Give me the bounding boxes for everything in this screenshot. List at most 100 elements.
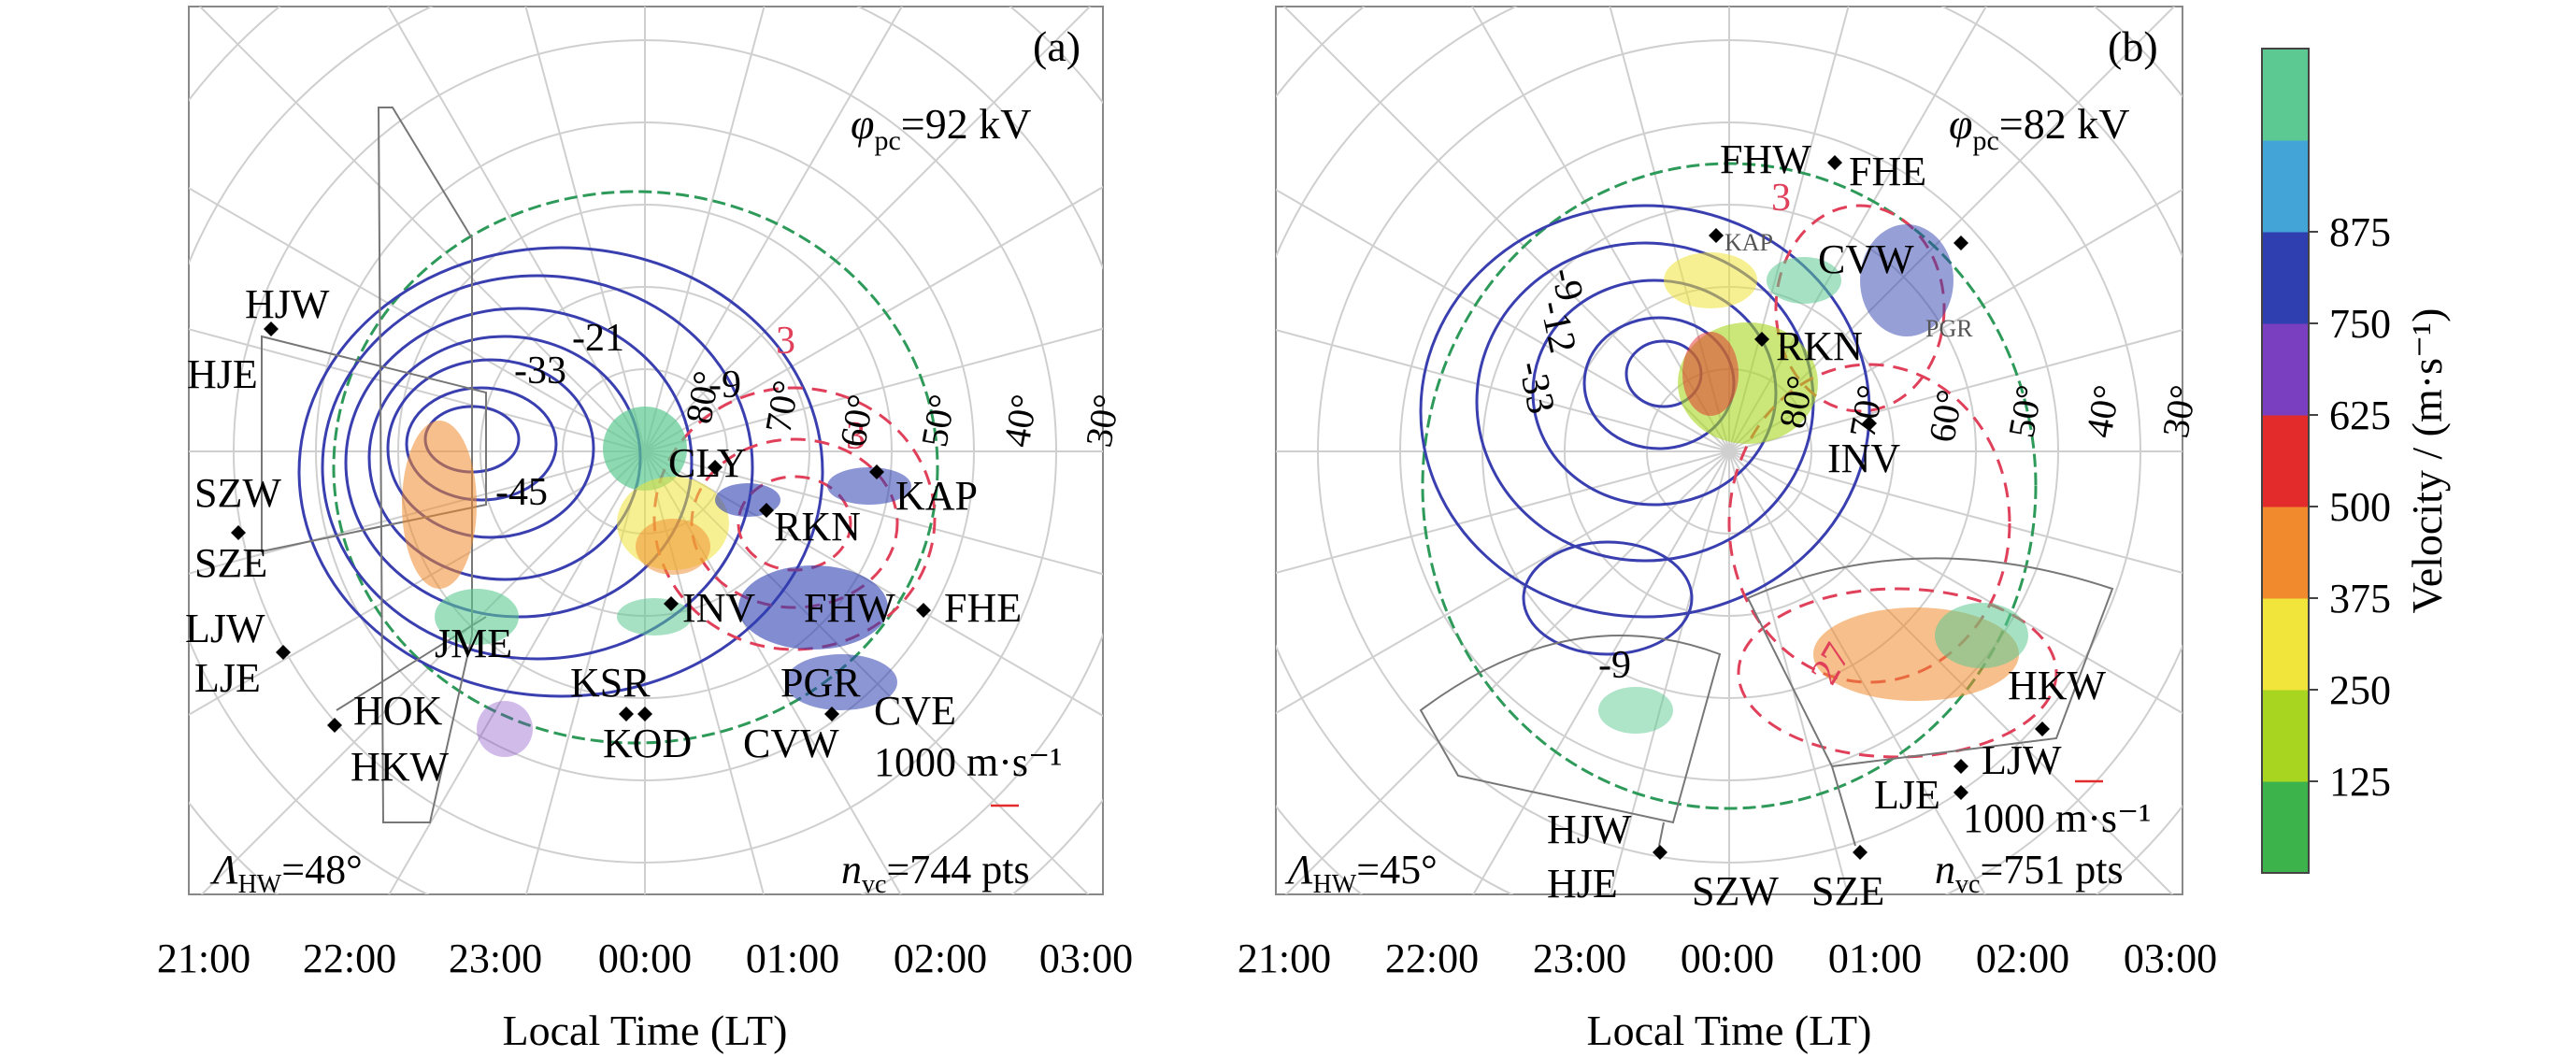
nvc-label: nvc=751 pts	[1935, 847, 2124, 899]
latitude-label: 50°	[913, 392, 964, 450]
latitude-label: 70°	[1841, 382, 1892, 441]
contour-label: -45	[495, 471, 548, 514]
mlt-meridian	[388, 450, 646, 894]
panel-label: (a)	[1033, 22, 1080, 70]
panel-b-map-layer: -9 -12 -33 -9 3 27 80° 70° 60° 50° 40° 3…	[1419, 136, 2205, 914]
x-tick-labels: 21:00 22:00 23:00 00:00 01:00 02:00 03:0…	[157, 936, 1133, 981]
colorbar-tick-label: 375	[2329, 576, 2391, 621]
station-labels: HJW HJE SZW SZE LJW LJE HOK HKW JME KSR …	[185, 281, 1022, 790]
heppner-maynard-boundary	[332, 190, 939, 745]
station-label: HJW	[1547, 807, 1632, 852]
station-marker	[869, 464, 884, 479]
colorbar-cell	[2262, 140, 2309, 233]
latitude-label: 60°	[832, 392, 882, 450]
mlt-meridian	[1609, 450, 1730, 894]
colorbar-tick-label: 125	[2329, 759, 2391, 805]
x-tick-label: 21:00	[157, 936, 250, 981]
radar-fields-of-view	[1419, 557, 2114, 847]
mlt-meridian	[1472, 450, 1730, 894]
station-label: KOD	[603, 721, 692, 766]
lambda-hw-label: ΛHW=45°	[1284, 847, 1438, 899]
colorbar-tick-label: 500	[2329, 484, 2391, 530]
station-marker	[2035, 721, 2050, 736]
mlt-meridian	[1276, 188, 1730, 452]
x-tick-label: 02:00	[894, 936, 987, 981]
station-label: JME	[435, 621, 512, 666]
contour-label: 3	[1771, 177, 1791, 220]
nvc-label: nvc=744 pts	[841, 847, 1030, 899]
scale-value: 1000 m·s⁻¹	[1963, 795, 2151, 841]
mlt-meridian	[1276, 329, 1730, 452]
contour-labels: -21 -33 -45 -9 3 3	[495, 317, 866, 514]
mlt-meridian	[200, 450, 646, 894]
mlt-meridian	[1276, 450, 1730, 715]
x-axis-label: Local Time (LT)	[503, 1007, 788, 1054]
station-marker	[264, 321, 279, 336]
station-label: LJE	[194, 655, 261, 701]
colorbar-label: Velocity / (m·s⁻¹)	[2403, 308, 2451, 614]
mlt-meridian	[1282, 7, 1730, 452]
x-tick-label: 03:00	[2124, 936, 2217, 981]
latitude-labels: 80° 70° 60° 50° 40° 30°	[1771, 373, 2205, 446]
station-marker	[664, 596, 679, 611]
lambda-hw-label: ΛHW=48°	[209, 847, 363, 899]
x-tick-label: 22:00	[1385, 936, 1479, 981]
panel-label: (b)	[2108, 22, 2158, 70]
mlt-meridian	[524, 7, 646, 452]
station-marker	[637, 707, 652, 721]
x-tick-label: 21:00	[1238, 936, 1331, 981]
panel-a-map-layer: -21 -33 -45 -9 3 3 80° 70° 60° 50° 40° 3…	[185, 107, 1128, 823]
contour-label: 3	[846, 415, 866, 458]
contour-label: -12	[1531, 297, 1584, 357]
mlt-meridian	[1284, 450, 1730, 894]
station-marker	[1827, 155, 1842, 170]
x-tick-label: 23:00	[1533, 936, 1626, 981]
station-marker	[1862, 416, 1877, 431]
station-marker	[276, 645, 291, 660]
mlt-meridian	[189, 187, 646, 452]
station-label: HJE	[187, 351, 258, 397]
colorbar-cell	[2262, 690, 2309, 782]
contour-label: -33	[1510, 358, 1563, 418]
lambda-hw-value: 45°	[1380, 847, 1438, 893]
scale-label: 1000 m·s⁻¹	[874, 739, 1062, 785]
station-label: HJW	[245, 281, 330, 327]
mlt-meridian	[1728, 450, 1850, 894]
station-label: FHE	[944, 585, 1022, 631]
station-label: LJE	[1874, 772, 1940, 818]
lambda-hw-value: 48°	[305, 847, 363, 893]
station-label: KSR	[570, 660, 651, 706]
nvc-value: 744 pts	[909, 847, 1029, 893]
phi-pc-label: φpc=82 kV	[1949, 100, 2129, 156]
colorbar-tick-label: 250	[2329, 667, 2391, 713]
phi-pc-value: 92 kV	[925, 100, 1032, 148]
station-marker	[1709, 228, 1724, 243]
velocity-vectors	[402, 407, 911, 757]
x-axis-label: Local Time (LT)	[1587, 1007, 1872, 1054]
colorbar-ticks: 125 250 375 500 625 750 875	[2309, 209, 2391, 805]
station-markers	[1653, 155, 2050, 860]
colorbar-cell	[2262, 507, 2309, 599]
x-tick-label: 22:00	[303, 936, 396, 981]
mlt-meridian	[644, 7, 1092, 452]
station-label: CVW	[743, 721, 839, 766]
contour-label: -9	[708, 364, 741, 407]
x-tick-label: 00:00	[1681, 936, 1774, 981]
mlt-meridian	[1728, 329, 2182, 452]
mlt-meridian	[189, 450, 646, 716]
phi-pc-value: 82 kV	[2024, 100, 2130, 148]
scale-value: 1000 m·s⁻¹	[874, 739, 1062, 785]
station-label: LJW	[1982, 737, 2062, 783]
station-label: INV	[682, 585, 755, 631]
station-marker	[824, 707, 839, 721]
station-label: LJW	[185, 606, 265, 651]
mlt-meridian	[1728, 450, 2182, 574]
colorbar-cell	[2262, 232, 2309, 324]
mlt-meridian	[644, 185, 1103, 452]
station-label: INV	[1827, 436, 1900, 481]
panel-b: -9 -12 -33 -9 3 27 80° 70° 60° 50° 40° 3…	[1238, 6, 2217, 1054]
station-label: HJE	[1547, 861, 1618, 907]
station-marker	[708, 460, 723, 475]
station-marker	[916, 603, 931, 618]
